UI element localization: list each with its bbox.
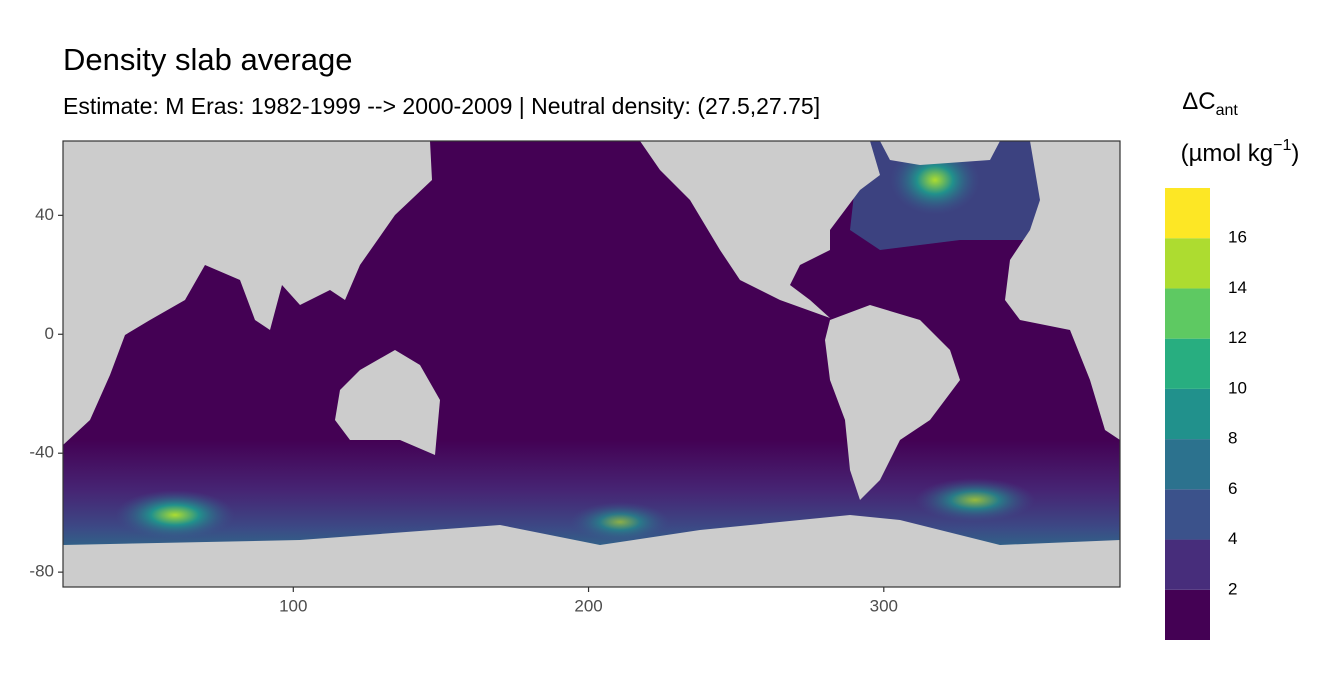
- hotspot: [570, 502, 670, 542]
- hotspot: [915, 478, 1035, 522]
- legend-unit: (µmol kg−1): [1181, 137, 1300, 167]
- legend-bin: [1165, 589, 1210, 640]
- y-tick-label: -80: [29, 562, 54, 581]
- legend-bin: [1165, 188, 1210, 239]
- y-tick-label: 40: [35, 205, 54, 224]
- legend-unit-main: (µmol kg: [1181, 140, 1274, 167]
- legend-label: 2: [1228, 579, 1237, 598]
- hotspot: [115, 490, 235, 540]
- panel-border: [62, 140, 1121, 588]
- legend-label: 12: [1228, 328, 1247, 347]
- chart-title: Density slab average: [63, 42, 353, 77]
- legend-label: 6: [1228, 479, 1237, 498]
- legend-label: 16: [1228, 228, 1247, 247]
- legend-bin: [1165, 388, 1210, 440]
- x-tick-label: 300: [870, 596, 898, 615]
- legend-bin: [1165, 489, 1210, 540]
- legend-title-main: ΔC: [1182, 88, 1215, 115]
- legend-label: 10: [1228, 378, 1247, 397]
- y-tick-label: 0: [45, 324, 54, 343]
- legend-title-sub: ant: [1216, 102, 1239, 119]
- y-tick-label: -40: [29, 443, 54, 462]
- chart-subtitle: Estimate: M Eras: 1982-1999 --> 2000-200…: [63, 93, 820, 119]
- legend-bin: [1165, 288, 1210, 339]
- legend-unit-close: ): [1291, 140, 1299, 167]
- legend-bin: [1165, 238, 1210, 289]
- axes: 100 200 300 -80 -40 0 40: [29, 205, 898, 616]
- legend-bin: [1165, 338, 1210, 389]
- legend-title: ΔCant: [1182, 88, 1238, 119]
- x-tick-label: 200: [574, 596, 602, 615]
- map-panel: [63, 141, 1120, 587]
- land: [63, 141, 1120, 587]
- legend-bin: [1165, 439, 1210, 490]
- legend-bin: [1165, 539, 1210, 590]
- legend-label: 8: [1228, 429, 1237, 448]
- legend: ΔCant (µmol kg−1) 2 4 6 8 10 12 14 16: [1165, 88, 1299, 640]
- legend-label: 4: [1228, 529, 1237, 548]
- x-tick-label: 100: [279, 596, 307, 615]
- legend-unit-sup: −1: [1273, 137, 1291, 154]
- legend-label: 14: [1228, 278, 1247, 297]
